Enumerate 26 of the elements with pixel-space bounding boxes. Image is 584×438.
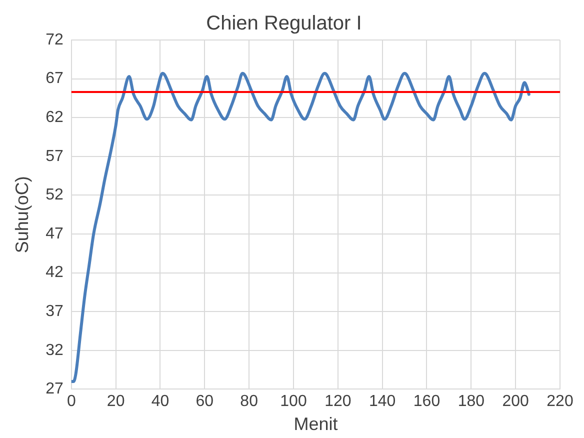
y-axis-title: Suhu(oC) (12, 176, 32, 254)
y-tick-label: 47 (46, 225, 64, 242)
x-tick-label: 40 (151, 393, 170, 410)
y-tick-label: 62 (46, 109, 64, 126)
y-tick-label: 42 (46, 264, 64, 282)
x-tick-label: 220 (546, 393, 574, 410)
x-tick-label: 120 (324, 393, 352, 410)
x-tick-label: 20 (106, 393, 125, 410)
y-tick-label: 27 (46, 380, 64, 398)
x-tick-label: 140 (368, 393, 396, 410)
y-tick-label: 32 (46, 342, 64, 359)
y-tick-label: 57 (46, 148, 64, 165)
line-series (71, 72, 530, 383)
y-tick-label: 72 (46, 31, 64, 48)
y-tick-label: 67 (46, 70, 64, 88)
chart-title: Chien Regulator I (206, 12, 362, 35)
x-tick-label: 180 (458, 393, 485, 410)
y-tick-label: 37 (46, 303, 64, 320)
x-axis-title: Menit (294, 414, 338, 434)
x-tick-label: 160 (413, 393, 440, 410)
x-tick-label: 200 (502, 393, 530, 410)
x-tick-label: 0 (66, 393, 76, 410)
x-tick-label: 100 (280, 393, 307, 410)
y-tick-label: 52 (46, 186, 64, 204)
x-tick-label: 60 (196, 393, 214, 410)
x-tick-label: 80 (240, 393, 258, 410)
